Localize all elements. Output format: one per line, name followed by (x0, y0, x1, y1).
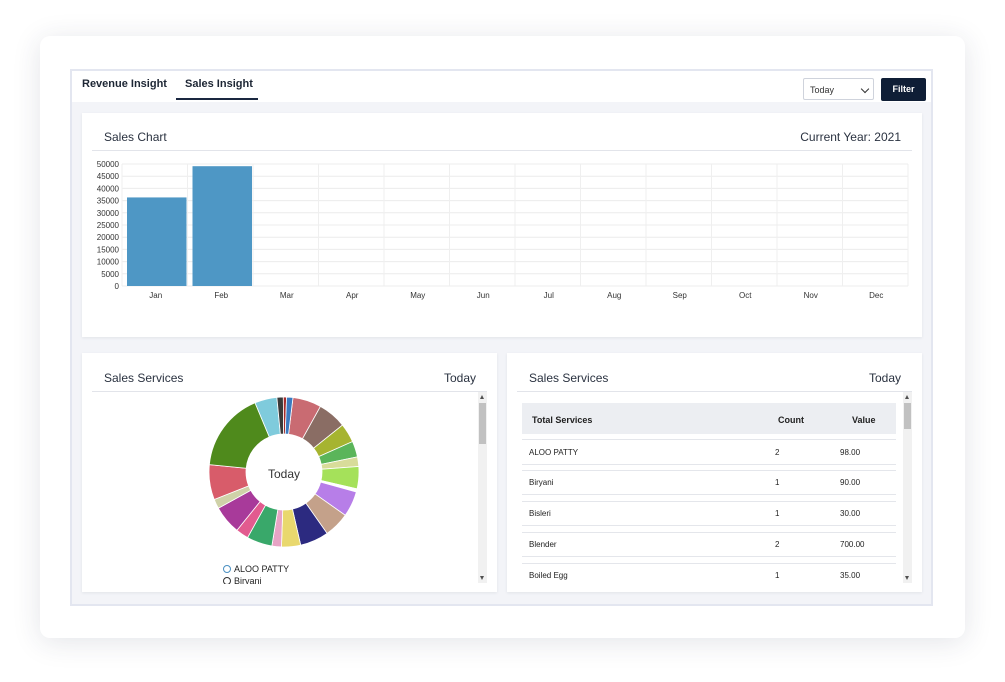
table-cell-count: 2 (775, 448, 780, 457)
table-cell-value: 98.00 (840, 448, 861, 457)
row-divider (522, 532, 896, 533)
table-card-title: Sales Services (529, 371, 609, 385)
legend-label: Biryani (234, 576, 262, 584)
scroll-down-icon[interactable] (480, 576, 484, 580)
column-header-count: Count (778, 415, 804, 425)
donut-slice[interactable] (284, 396, 294, 435)
tab-bar (72, 71, 931, 102)
x-tick-label: Jun (477, 291, 490, 300)
y-tick-label: 35000 (97, 197, 120, 206)
legend-dot-icon (223, 577, 231, 584)
table-cell-value: 90.00 (840, 478, 861, 487)
row-divider (522, 439, 896, 440)
x-tick-label: Apr (346, 291, 359, 300)
table-cell-service: Boiled Egg (529, 571, 568, 580)
current-year-label: Current Year: 2021 (800, 130, 901, 144)
table-cell-service: Biryani (529, 478, 554, 487)
tab-sales-insight[interactable]: Sales Insight (185, 78, 253, 90)
active-tab-indicator (176, 98, 258, 100)
sales-services-pie-card (82, 353, 497, 592)
row-divider (522, 556, 896, 557)
row-divider (522, 501, 896, 502)
y-tick-label: 30000 (97, 209, 120, 218)
row-divider (522, 464, 896, 465)
table-cell-count: 1 (775, 571, 780, 580)
period-select-value: Today (810, 85, 835, 95)
table-cell-count: 1 (775, 509, 780, 518)
row-divider (522, 525, 896, 526)
sales-chart-title: Sales Chart (104, 130, 167, 144)
services-donut-chart: Today (208, 396, 360, 548)
column-header-services: Total Services (532, 415, 593, 425)
table-cell-value: 700.00 (840, 540, 865, 549)
bar-jan[interactable] (127, 197, 187, 286)
x-tick-label: Aug (607, 291, 621, 300)
table-card-scrollbar[interactable] (903, 392, 912, 583)
y-tick-label: 50000 (97, 160, 120, 169)
y-tick-label: 20000 (97, 233, 120, 242)
table-cell-service: ALOO PATTY (529, 448, 579, 457)
x-tick-label: Jul (544, 291, 554, 300)
legend-label: ALOO PATTY (234, 564, 290, 574)
divider (517, 391, 912, 392)
table-cell-service: Blender (529, 540, 557, 549)
legend-item[interactable]: Biryani (223, 576, 262, 584)
x-tick-label: Dec (869, 291, 883, 300)
x-tick-label: Nov (804, 291, 818, 300)
table-cell-value: 30.00 (840, 509, 861, 518)
table-cell-value: 35.00 (840, 571, 861, 580)
pie-card-title: Sales Services (104, 371, 184, 385)
tab-revenue-insight[interactable]: Revenue Insight (82, 78, 167, 90)
legend-item[interactable]: ALOO PATTY (223, 564, 289, 574)
table-cell-count: 2 (775, 540, 780, 549)
legend-dot-icon (223, 565, 231, 573)
chevron-down-icon (860, 84, 870, 94)
x-tick-label: Oct (739, 291, 752, 300)
scroll-down-icon[interactable] (905, 576, 909, 580)
row-divider (522, 470, 896, 471)
scroll-up-icon[interactable] (480, 395, 484, 399)
table-card-period: Today (868, 371, 901, 385)
table-cell-count: 1 (775, 478, 780, 487)
pie-card-scrollbar[interactable] (478, 392, 487, 583)
donut-center-label: Today (268, 467, 300, 481)
x-tick-label: Jan (149, 291, 162, 300)
x-tick-label: Sep (673, 291, 688, 300)
column-header-value: Value (852, 415, 876, 425)
x-tick-label: Feb (214, 291, 228, 300)
y-tick-label: 0 (115, 282, 120, 291)
y-tick-label: 15000 (97, 245, 120, 254)
scroll-up-icon[interactable] (905, 395, 909, 399)
y-tick-label: 10000 (97, 258, 120, 267)
y-tick-label: 5000 (101, 270, 119, 279)
period-select[interactable]: Today (803, 78, 874, 100)
y-tick-label: 25000 (97, 221, 120, 230)
sales-services-table-card (507, 353, 922, 592)
scroll-thumb[interactable] (904, 403, 911, 429)
pie-card-period: Today (443, 371, 476, 385)
sales-bar-chart: 0 5000 10000 15000 20000 25000 30000 35000 40000… (97, 160, 909, 300)
table-cell-service: Bisleri (529, 509, 551, 518)
y-tick-label: 40000 (97, 184, 120, 193)
scroll-thumb[interactable] (479, 403, 486, 444)
row-divider (522, 563, 896, 564)
filter-button[interactable]: Filter (881, 78, 926, 101)
row-divider (522, 494, 896, 495)
table-header (522, 403, 896, 434)
y-tick-label: 45000 (97, 172, 120, 181)
x-tick-label: May (410, 291, 425, 300)
divider (92, 391, 487, 392)
bar-feb[interactable] (192, 166, 253, 286)
divider (92, 150, 912, 151)
x-tick-label: Mar (280, 291, 294, 300)
legend-clip: Biryani (220, 575, 340, 584)
